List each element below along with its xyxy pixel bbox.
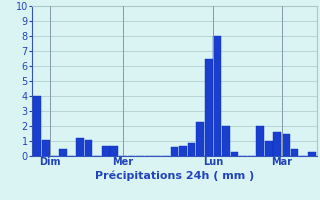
Bar — [42, 140, 50, 156]
Bar — [102, 146, 110, 156]
Bar — [265, 141, 273, 156]
Bar — [171, 147, 178, 156]
Bar — [196, 121, 204, 156]
Bar — [308, 152, 316, 156]
Bar — [231, 152, 238, 156]
X-axis label: Précipitations 24h ( mm ): Précipitations 24h ( mm ) — [95, 170, 254, 181]
Bar — [282, 134, 290, 156]
Bar — [291, 148, 298, 156]
Bar — [179, 146, 187, 156]
Bar — [274, 132, 281, 156]
Bar — [205, 58, 212, 156]
Bar — [222, 126, 230, 156]
Bar — [256, 126, 264, 156]
Bar — [33, 96, 41, 156]
Bar — [85, 140, 92, 156]
Bar — [188, 142, 196, 156]
Bar — [76, 138, 84, 156]
Bar — [110, 146, 118, 156]
Bar — [59, 148, 67, 156]
Bar — [213, 36, 221, 156]
